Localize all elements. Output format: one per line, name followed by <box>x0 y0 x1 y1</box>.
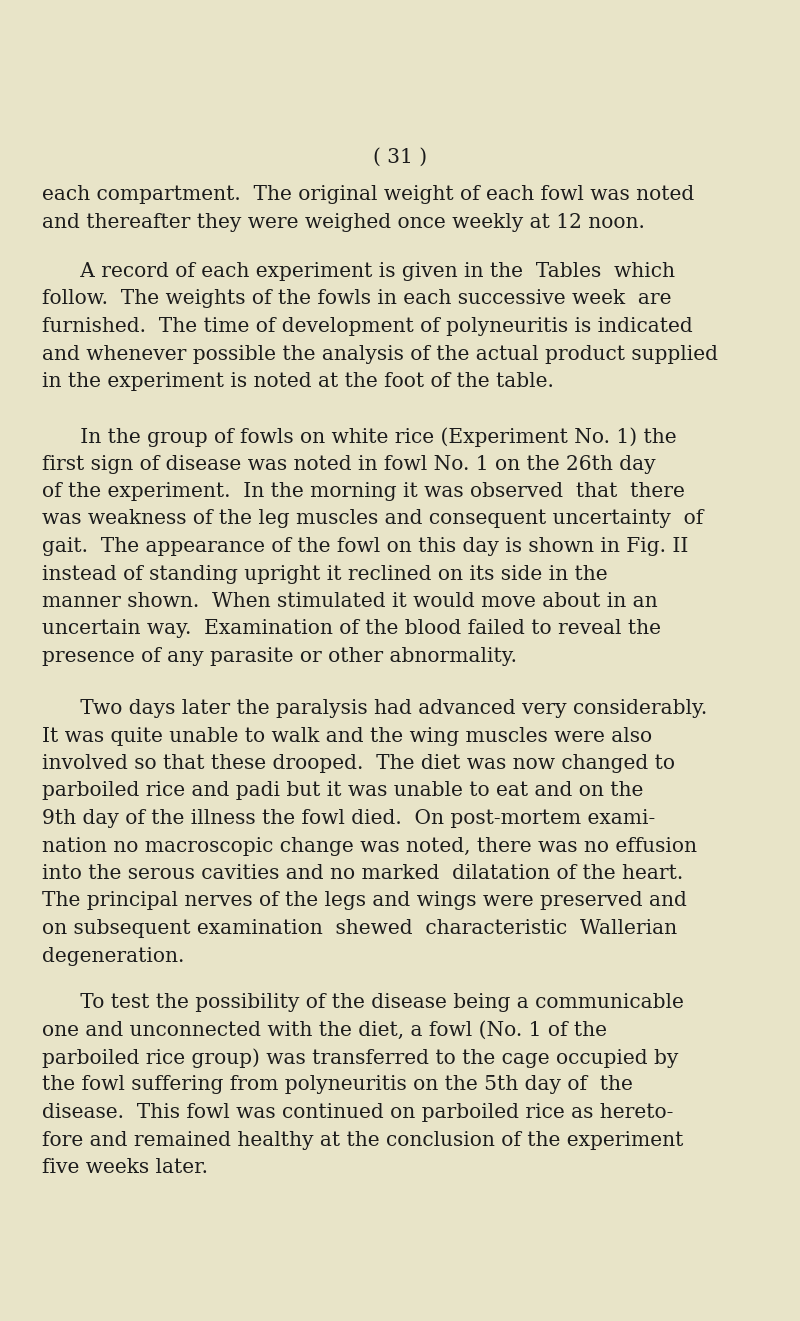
Text: instead of standing upright it reclined on its side in the: instead of standing upright it reclined … <box>42 564 608 584</box>
Text: presence of any parasite or other abnormality.: presence of any parasite or other abnorm… <box>42 647 517 666</box>
Text: disease.  This fowl was continued on parboiled rice as hereto-: disease. This fowl was continued on parb… <box>42 1103 674 1122</box>
Text: nation no macroscopic change was noted, there was no effusion: nation no macroscopic change was noted, … <box>42 836 697 856</box>
Text: five weeks later.: five weeks later. <box>42 1159 208 1177</box>
Text: the fowl suffering from polyneuritis on the 5th day of  the: the fowl suffering from polyneuritis on … <box>42 1075 633 1095</box>
Text: A record of each experiment is given in the  Tables  which: A record of each experiment is given in … <box>42 262 675 281</box>
Text: follow.  The weights of the fowls in each successive week  are: follow. The weights of the fowls in each… <box>42 289 671 309</box>
Text: To test the possibility of the disease being a communicable: To test the possibility of the disease b… <box>42 993 684 1012</box>
Text: In the group of fowls on white rice (Experiment No. 1) the: In the group of fowls on white rice (Exp… <box>42 427 677 446</box>
Text: one and unconnected with the diet, a fowl (No. 1 of the: one and unconnected with the diet, a fow… <box>42 1021 607 1040</box>
Text: in the experiment is noted at the foot of the table.: in the experiment is noted at the foot o… <box>42 373 554 391</box>
Text: fore and remained healthy at the conclusion of the experiment: fore and remained healthy at the conclus… <box>42 1131 683 1149</box>
Text: manner shown.  When stimulated it would move about in an: manner shown. When stimulated it would m… <box>42 592 658 612</box>
Text: on subsequent examination  shewed  characteristic  Wallerian: on subsequent examination shewed charact… <box>42 919 677 938</box>
Text: It was quite unable to walk and the wing muscles were also: It was quite unable to walk and the wing… <box>42 727 652 745</box>
Text: parboiled rice and padi but it was unable to eat and on the: parboiled rice and padi but it was unabl… <box>42 782 643 801</box>
Text: was weakness of the leg muscles and consequent uncertainty  of: was weakness of the leg muscles and cons… <box>42 510 703 528</box>
Text: degeneration.: degeneration. <box>42 947 184 966</box>
Text: The principal nerves of the legs and wings were preserved and: The principal nerves of the legs and win… <box>42 892 687 910</box>
Text: into the serous cavities and no marked  dilatation of the heart.: into the serous cavities and no marked d… <box>42 864 683 882</box>
Text: gait.  The appearance of the fowl on this day is shown in Fig. II: gait. The appearance of the fowl on this… <box>42 538 688 556</box>
Text: parboiled rice group) was transferred to the cage occupied by: parboiled rice group) was transferred to… <box>42 1048 678 1067</box>
Text: first sign of disease was noted in fowl No. 1 on the 26th day: first sign of disease was noted in fowl … <box>42 454 656 473</box>
Text: involved so that these drooped.  The diet was now changed to: involved so that these drooped. The diet… <box>42 754 675 773</box>
Text: and thereafter they were weighed once weekly at 12 noon.: and thereafter they were weighed once we… <box>42 213 645 231</box>
Text: uncertain way.  Examination of the blood failed to reveal the: uncertain way. Examination of the blood … <box>42 620 661 638</box>
Text: Two days later the paralysis had advanced very considerably.: Two days later the paralysis had advance… <box>42 699 707 719</box>
Text: of the experiment.  In the morning it was observed  that  there: of the experiment. In the morning it was… <box>42 482 685 501</box>
Text: 9th day of the illness the fowl died.  On post-mortem exami-: 9th day of the illness the fowl died. On… <box>42 808 655 828</box>
Text: furnished.  The time of development of polyneuritis is indicated: furnished. The time of development of po… <box>42 317 693 336</box>
Text: each compartment.  The original weight of each fowl was noted: each compartment. The original weight of… <box>42 185 694 203</box>
Text: and whenever possible the analysis of the actual product supplied: and whenever possible the analysis of th… <box>42 345 718 363</box>
Text: ( 31 ): ( 31 ) <box>373 148 427 166</box>
